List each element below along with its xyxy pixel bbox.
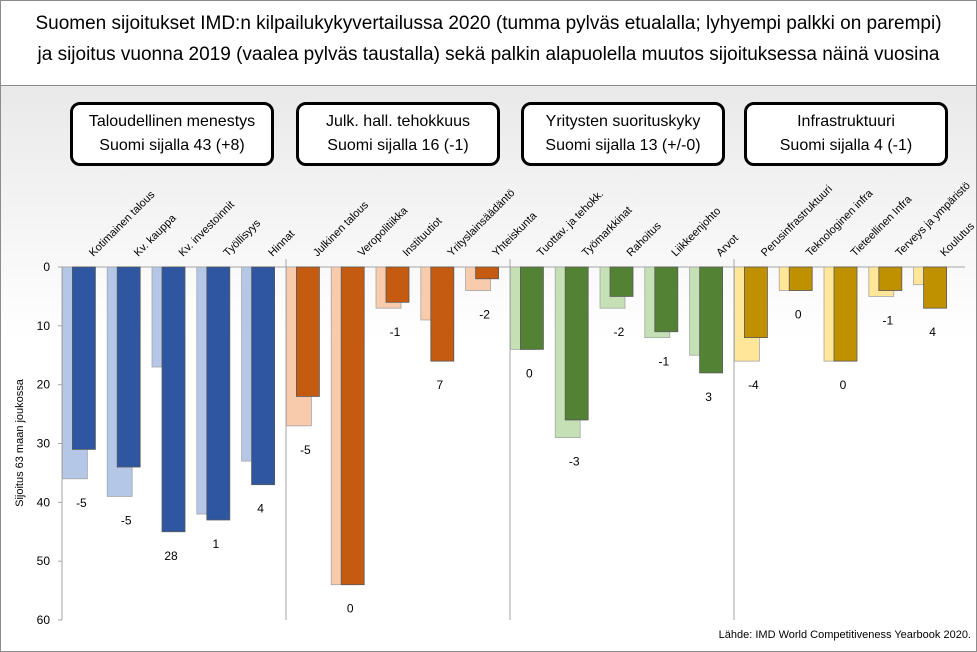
- change-label: -3: [569, 455, 580, 469]
- group-box-taloudellinen-menestys: Taloudellinen menestys Suomi sijalla 43 …: [70, 102, 274, 166]
- change-label: 28: [164, 549, 178, 563]
- change-label: -1: [390, 325, 401, 339]
- bar-2020: [878, 266, 903, 291]
- bar-2020: [788, 266, 813, 291]
- change-label: 0: [526, 366, 533, 380]
- bar-2020: [116, 266, 141, 468]
- category-label: Kv. kauppa: [132, 212, 179, 259]
- bar-2020: [430, 266, 455, 362]
- chart-title-line-1: Suomen sijoitukset IMD:n kilpailukykyver…: [35, 13, 942, 34]
- category-label: Hinnat: [266, 228, 297, 259]
- change-label: -5: [76, 496, 87, 510]
- category-label: Yhteiskunta: [490, 209, 540, 259]
- category-label: Rahoitus: [625, 220, 665, 260]
- category-label: Koulutus: [938, 220, 977, 259]
- chart-title-line-2: ja sijoitus vuonna 2019 (vaalea pylväs t…: [37, 44, 940, 65]
- change-label: -2: [614, 325, 625, 339]
- change-label: 4: [929, 325, 936, 339]
- bar-2020: [475, 266, 500, 280]
- change-label: -5: [121, 513, 132, 527]
- bar-2020: [385, 266, 410, 303]
- group-box-title: Taloudellinen menestys: [88, 113, 256, 130]
- change-label: 0: [347, 602, 354, 616]
- change-label: 1: [212, 537, 219, 551]
- group-box-rank: Suomi sijalla 13 (+/-0): [545, 137, 701, 154]
- change-label: 0: [795, 308, 802, 322]
- category-label: Terveys ja ympäristö: [893, 180, 972, 259]
- group-box-rank: Suomi sijalla 4 (-1): [779, 137, 913, 154]
- group-box-title: Julk. hall. tehokkuus: [325, 113, 471, 130]
- bar-2020: [699, 266, 723, 374]
- change-label: -5: [300, 443, 311, 457]
- y-tick-label: 0: [43, 260, 50, 274]
- bar-2020: [833, 266, 858, 362]
- group-box-rank: Suomi sijalla 43 (+8): [99, 137, 245, 154]
- bar-2020: [744, 266, 768, 338]
- bar-2020: [609, 266, 634, 297]
- bar-2020: [251, 266, 276, 486]
- y-tick-label: 50: [37, 554, 51, 568]
- group-box-title: Yritysten suorituskyky: [545, 113, 701, 130]
- group-box-rank: Suomi sijalla 16 (-1): [327, 137, 469, 154]
- bar-2020: [72, 266, 96, 450]
- change-label: -4: [748, 378, 759, 392]
- change-label: -2: [479, 308, 490, 322]
- source-note: Lähde: IMD World Competitiveness Yearboo…: [718, 629, 971, 641]
- bar-2020: [295, 266, 320, 397]
- bar-2020: [654, 266, 679, 333]
- y-tick-label: 10: [37, 319, 51, 333]
- change-label: 3: [705, 390, 712, 404]
- bar-2020: [161, 266, 186, 533]
- bar-2020: [340, 266, 365, 586]
- group-box-title: Infrastruktuuri: [797, 113, 895, 130]
- change-label: 7: [436, 378, 443, 392]
- bar-2020: [520, 266, 544, 350]
- title-box: Suomen sijoitukset IMD:n kilpailukykyver…: [1, 1, 976, 86]
- bar-2020: [923, 266, 947, 309]
- category-label: Arvot: [714, 232, 741, 259]
- bar-2020: [206, 266, 231, 521]
- change-label: 4: [257, 502, 264, 516]
- bar-2020: [564, 266, 589, 421]
- y-tick-label: 60: [37, 613, 51, 627]
- change-label: -1: [882, 313, 893, 327]
- change-label: -1: [658, 355, 669, 369]
- y-tick-label: 30: [37, 437, 51, 451]
- change-label: 0: [840, 378, 847, 392]
- category-label: Työllisyys: [221, 217, 263, 259]
- group-box-infrastruktuuri: Infrastruktuuri Suomi sijalla 4 (-1): [744, 102, 948, 166]
- y-tick-label: 20: [37, 378, 51, 392]
- group-box-yritysten-suorituskyky: Yritysten suorituskyky Suomi sijalla 13 …: [521, 102, 725, 166]
- y-tick-label: 40: [37, 495, 51, 509]
- category-label: Instituutiot: [401, 215, 445, 259]
- y-axis-label: Sijoitus 63 maan joukossa: [14, 378, 26, 507]
- group-box-julk-hall-tehokkuus: Julk. hall. tehokkuus Suomi sijalla 16 (…: [296, 102, 500, 166]
